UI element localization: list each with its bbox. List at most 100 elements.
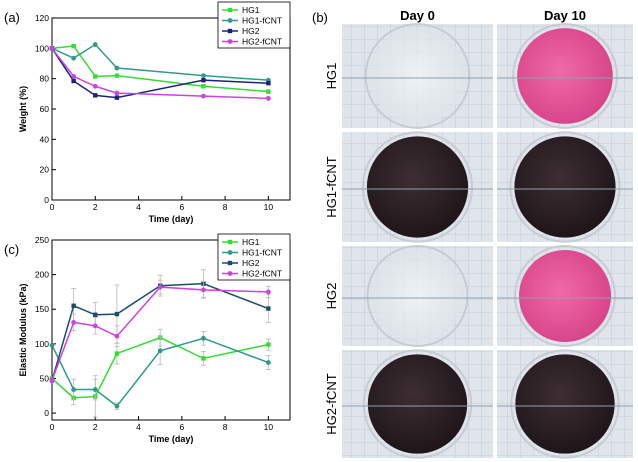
data-point (71, 55, 77, 61)
x-tick-label: 10 (264, 422, 274, 432)
series-line (51, 43, 269, 81)
series-hg1-fcnt (49, 330, 271, 411)
y-tick-label: 100 (35, 339, 49, 349)
y-tick-label: 40 (40, 134, 50, 144)
photo-grid: (b) Day 0 Day 10 HG1 HG1-fCNT HG2 HG2-fCNT (312, 8, 633, 459)
photo-cell (342, 131, 493, 243)
data-point (201, 73, 206, 79)
data-point (93, 93, 98, 98)
data-point (114, 73, 120, 78)
panel-letter: (b) (312, 10, 328, 25)
row-label: HG2-fCNT (324, 373, 339, 434)
legend-swatch-marker (227, 39, 233, 44)
plot-frame (51, 239, 291, 421)
series-line (51, 47, 269, 100)
data-point (114, 311, 120, 317)
petri-dish (514, 245, 616, 347)
x-axis-title: Time (day) (149, 434, 194, 444)
panel-letter: (a) (4, 10, 20, 25)
petri-dish (509, 131, 621, 243)
legend-label: HG2 (242, 26, 260, 36)
legend-swatch-marker (227, 7, 233, 13)
data-point (71, 387, 77, 392)
legend-label: HG2-fCNT (242, 37, 282, 47)
y-tick-label: 50 (40, 373, 50, 383)
series-hg2-fcnt (49, 279, 271, 383)
petri-dish (364, 23, 471, 129)
data-point (71, 303, 76, 308)
y-tick-label: 200 (35, 270, 49, 280)
y-tick-label: 0 (44, 195, 49, 205)
data-point (114, 65, 120, 71)
hydrogel-disc (517, 28, 613, 124)
data-point (49, 342, 55, 348)
series-hg2-fcnt (49, 45, 271, 101)
data-point (265, 360, 271, 365)
hydrogel-disc (367, 354, 468, 454)
photo-cell (497, 349, 633, 459)
data-point (71, 78, 76, 84)
y-tick-label: 250 (35, 235, 49, 245)
photo-cell (342, 245, 493, 347)
photo-cell (342, 23, 493, 129)
hydrogel-disc (515, 354, 615, 454)
legend-swatch-marker (227, 271, 233, 276)
data-point (71, 43, 76, 49)
petri-dish (361, 131, 474, 243)
data-point (92, 42, 98, 47)
legend-label: HG2 (242, 258, 260, 268)
data-point (114, 90, 120, 96)
y-tick-label: 80 (40, 74, 50, 84)
row-label: HG1-fCNT (324, 156, 339, 217)
data-point (93, 312, 98, 317)
x-tick-label: 2 (93, 422, 98, 432)
petri-dish (510, 349, 620, 459)
x-tick-label: 0 (50, 202, 55, 212)
y-tick-label: 100 (35, 43, 49, 53)
x-tick-label: 6 (179, 202, 184, 212)
series-line (51, 45, 269, 93)
hydrogel-disc (371, 250, 464, 342)
data-point (201, 84, 206, 89)
data-point (201, 77, 206, 83)
legend-swatch-marker (227, 18, 233, 23)
data-point (114, 351, 120, 356)
data-point (92, 387, 98, 392)
row-label: HG1 (324, 63, 339, 90)
data-point (114, 95, 120, 100)
x-axis-title: Time (day) (149, 214, 194, 224)
legend-label: HG1 (242, 237, 260, 247)
data-point (266, 342, 271, 347)
hydrogel-disc (366, 136, 469, 238)
y-tick-label: 150 (35, 304, 49, 314)
x-tick-label: 0 (50, 422, 55, 432)
row-label: HG2 (324, 283, 339, 310)
data-point (49, 45, 55, 51)
panel-letter: (c) (4, 242, 19, 257)
data-point (201, 287, 206, 293)
legend-label: HG1 (242, 5, 260, 15)
y-tick-label: 120 (35, 13, 49, 23)
photo-cell (342, 349, 493, 459)
y-axis-title: Elastic Modulus (kPa) (18, 283, 28, 376)
legend-label: HG1-fCNT (242, 248, 282, 258)
y-tick-label: 0 (44, 408, 49, 418)
data-point (92, 323, 98, 329)
data-point (92, 83, 98, 89)
series-hg2 (49, 46, 271, 100)
hydrogel-disc (369, 28, 466, 124)
data-point (201, 93, 206, 99)
data-point (157, 348, 163, 354)
x-tick-label: 10 (264, 202, 274, 212)
data-point (71, 319, 77, 325)
legend-swatch-marker (227, 250, 233, 255)
y-tick-label: 20 (40, 165, 50, 175)
data-point (114, 403, 120, 409)
petri-dish (512, 23, 618, 129)
data-point (93, 74, 98, 79)
series-hg1-fcnt (49, 42, 271, 83)
x-tick-label: 4 (136, 422, 141, 432)
x-tick-label: 4 (136, 202, 141, 212)
